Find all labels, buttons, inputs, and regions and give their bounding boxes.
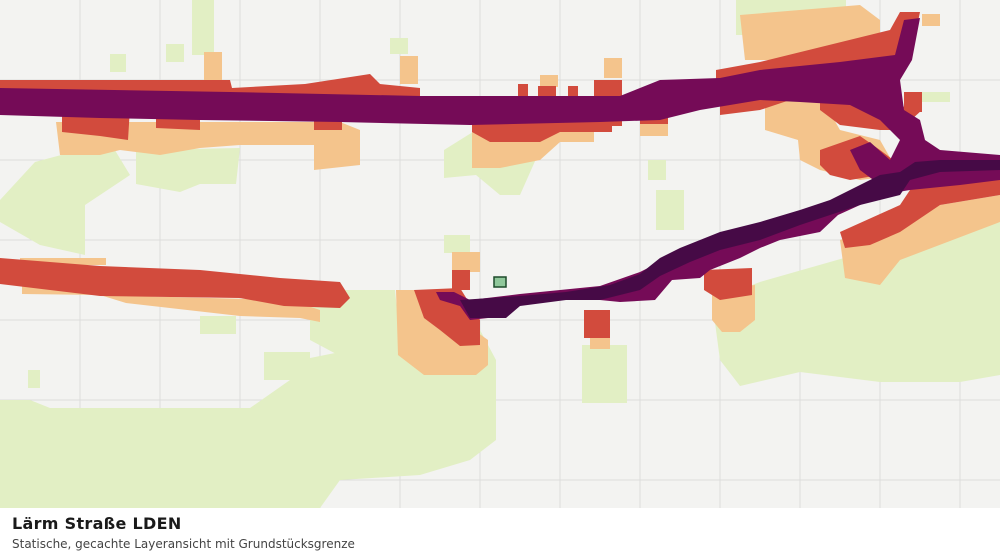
noise-area bbox=[264, 352, 310, 380]
noise-over-65 bbox=[460, 160, 1000, 318]
noise-area bbox=[204, 52, 222, 82]
noise-area bbox=[712, 222, 1000, 386]
noise-area bbox=[22, 286, 320, 322]
noise-60-65 bbox=[0, 18, 1000, 320]
noise-area bbox=[582, 345, 627, 403]
noise-area bbox=[538, 86, 556, 96]
noise-area bbox=[922, 92, 950, 102]
noise-area bbox=[452, 252, 480, 272]
noise-area bbox=[648, 160, 666, 180]
noise-area bbox=[390, 38, 408, 54]
caption-panel: Lärm Straße LDEN Statische, gecachte Lay… bbox=[0, 508, 1000, 560]
noise-area bbox=[110, 54, 126, 72]
noise-area bbox=[28, 370, 40, 388]
noise-area bbox=[396, 290, 488, 375]
noise-area bbox=[604, 58, 622, 78]
noise-area bbox=[584, 310, 610, 338]
noise-area bbox=[540, 75, 558, 87]
noise-area bbox=[704, 268, 752, 300]
noise-area bbox=[444, 235, 470, 253]
map-title: Lärm Straße LDEN bbox=[12, 514, 182, 533]
noise-area bbox=[0, 142, 130, 255]
parcel-boundary bbox=[493, 276, 507, 288]
noise-area bbox=[192, 0, 214, 55]
noise-area bbox=[0, 330, 496, 508]
noise-area bbox=[400, 56, 418, 84]
noise-area bbox=[460, 160, 1000, 318]
noise-area bbox=[136, 148, 240, 192]
noise-area bbox=[56, 122, 360, 170]
noise-area bbox=[0, 18, 1000, 320]
noise-area bbox=[200, 316, 236, 334]
noise-area bbox=[0, 258, 350, 308]
noise-area bbox=[166, 44, 184, 62]
noise-area bbox=[518, 84, 528, 96]
noise-area bbox=[590, 335, 610, 349]
noise-area bbox=[594, 80, 622, 96]
noise-area bbox=[452, 270, 470, 290]
noise-area bbox=[568, 86, 578, 96]
noise-area bbox=[656, 190, 684, 230]
noise-area bbox=[922, 14, 940, 26]
map-subtitle: Statische, gecachte Layeransicht mit Gru… bbox=[12, 537, 355, 551]
noise-area bbox=[840, 195, 1000, 285]
noise-area bbox=[904, 92, 922, 112]
